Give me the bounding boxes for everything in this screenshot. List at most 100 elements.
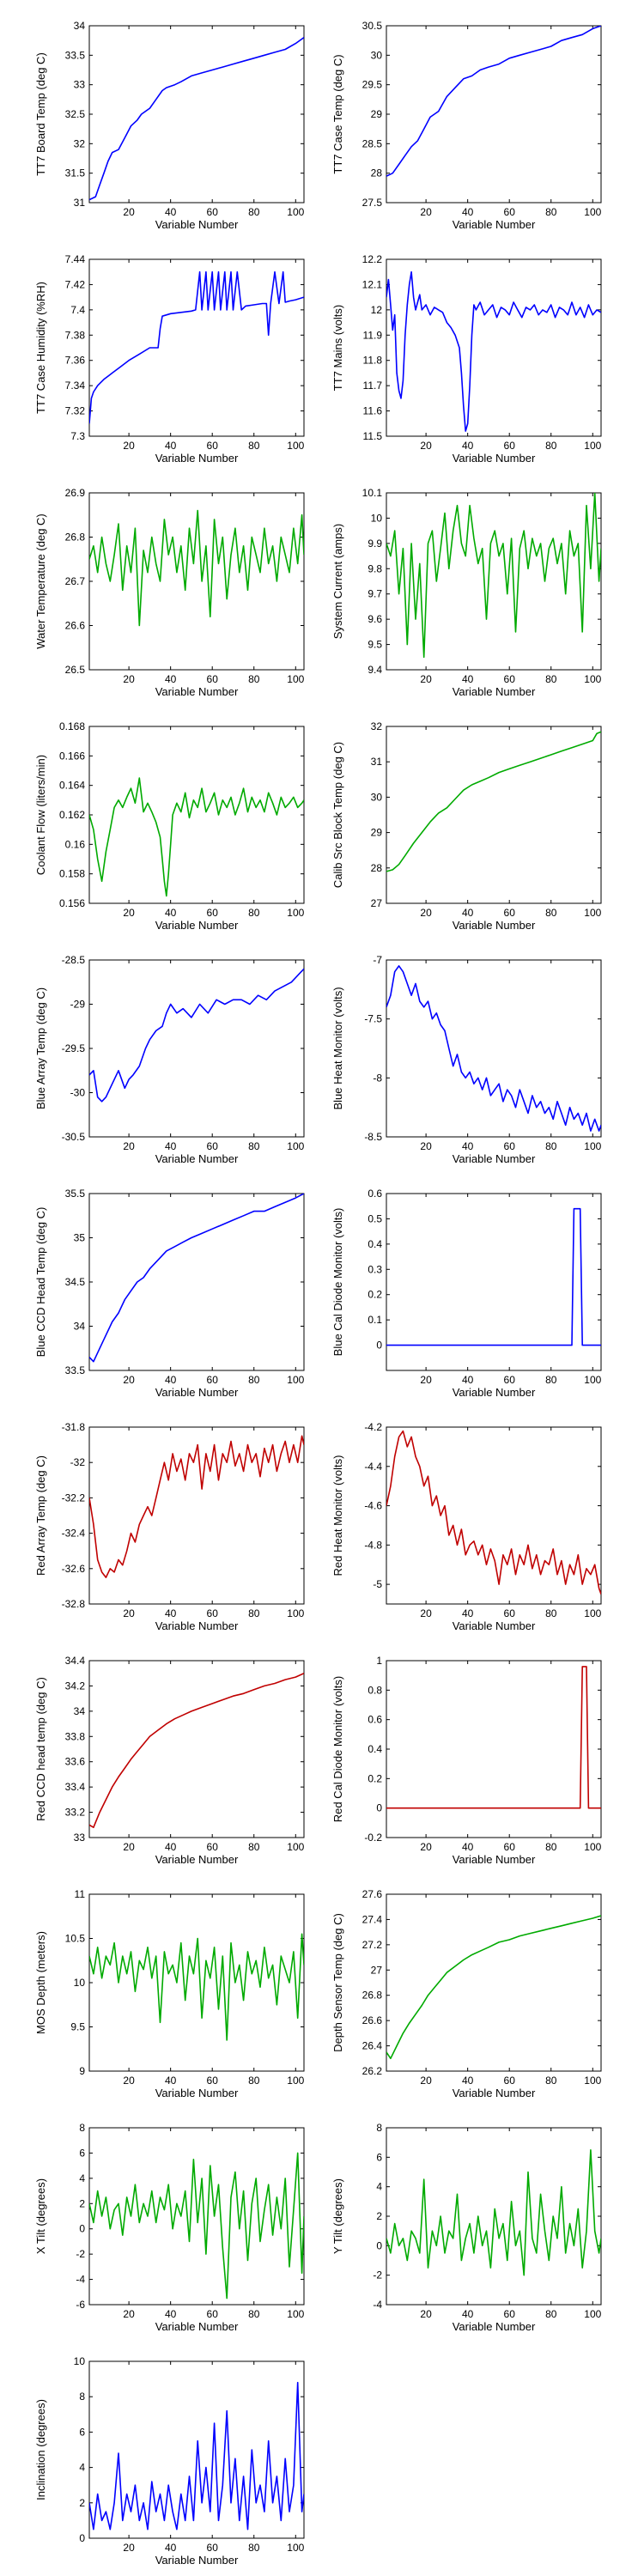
y-tick-label: 33.2	[65, 1807, 86, 1819]
x-axis-label: Variable Number	[453, 685, 536, 698]
x-axis-label: Variable Number	[155, 2554, 239, 2567]
x-tick-label: 40	[165, 2542, 177, 2554]
plot-frame	[88, 258, 305, 437]
y-tick-label: 0.6	[368, 1714, 382, 1726]
x-tick-label: 80	[545, 206, 557, 218]
y-tick-label: -8.5	[364, 1131, 382, 1143]
y-tick-label: -4.2	[364, 1421, 382, 1433]
y-tick-label: 33.5	[65, 49, 86, 61]
y-tick-label: 0.2	[368, 1772, 382, 1784]
y-tick-label: 12.1	[362, 278, 383, 290]
y-tick-label: -31.8	[62, 1421, 86, 1433]
series-line	[89, 1933, 304, 2041]
x-tick-label: 20	[123, 206, 135, 218]
y-tick-label: 0	[376, 2239, 382, 2251]
chart-panel: 20 40 60 80 100 0.156 0.158 0.16 0.162 0.164 0.166…	[34, 720, 305, 932]
x-tick-label: 20	[123, 2542, 135, 2554]
x-tick-label: 80	[248, 206, 260, 218]
x-tick-label: 80	[248, 1140, 260, 1152]
y-tick-label: 11.5	[363, 430, 383, 442]
x-tick-label: 20	[123, 2308, 135, 2320]
y-tick-label: 26.8	[65, 532, 86, 544]
x-tick-label: 80	[545, 907, 557, 919]
y-tick-label: 33.8	[65, 1730, 86, 1742]
series-line	[89, 37, 304, 201]
x-tick-label: 20	[420, 1607, 432, 1619]
y-tick-label: 34.4	[65, 1655, 86, 1667]
x-tick-label: 60	[504, 1140, 516, 1152]
x-tick-label: 100	[584, 2075, 601, 2087]
x-axis-label: Variable Number	[155, 218, 239, 231]
y-tick-label: 0.5	[368, 1212, 382, 1224]
x-tick-label: 100	[287, 1374, 304, 1386]
x-tick-label: 100	[287, 2075, 304, 2087]
y-axis-label: MOS Depth (meters)	[34, 1931, 47, 2034]
plot-frame	[88, 1193, 305, 1371]
y-axis-label: Y Tilt (degrees)	[331, 2178, 344, 2254]
y-tick-label: 0	[376, 1802, 382, 1814]
y-tick-label: 33	[74, 1832, 86, 1844]
chart-panel: 20 40 60 80 100 0 2 4 6 8 10 Variable Number Inclina…	[34, 2355, 305, 2567]
y-axis-label: System Current (amps)	[331, 524, 344, 639]
series-line	[386, 26, 601, 177]
x-tick-label: 40	[462, 2075, 474, 2087]
x-tick-label: 20	[123, 1140, 135, 1152]
series-line	[89, 777, 304, 897]
x-tick-label: 40	[462, 1140, 474, 1152]
x-tick-label: 100	[584, 907, 601, 919]
x-tick-label: 40	[165, 1140, 177, 1152]
x-axis-label: Variable Number	[453, 452, 536, 465]
y-tick-label: 0	[79, 2223, 85, 2235]
x-tick-label: 60	[504, 440, 516, 452]
x-tick-label: 100	[584, 1140, 601, 1152]
series-line	[386, 731, 601, 872]
y-tick-label: 0.1	[368, 1314, 382, 1326]
y-tick-label: 7.42	[65, 278, 86, 290]
y-tick-label: 9.5	[368, 639, 382, 651]
chart-panel: 20 40 60 80 100 -0.2 0 0.2 0.4 0.6 0.8 1 Variable Nu…	[331, 1655, 602, 1866]
chart-panel: 20 40 60 80 100 9 9.5 10 10.5 11 Variable Number MO…	[34, 1888, 305, 2099]
x-tick-label: 60	[207, 2542, 219, 2554]
y-tick-label: 7.4	[70, 304, 85, 316]
y-tick-label: 27.2	[362, 1939, 383, 1951]
y-tick-label: -32.6	[62, 1563, 86, 1575]
series-line	[89, 2381, 304, 2530]
y-axis-label: Blue CCD Head Temp (deg C)	[34, 1207, 47, 1358]
x-tick-label: 40	[462, 907, 474, 919]
y-tick-label: 11.6	[363, 405, 383, 417]
y-tick-label: -4	[373, 2299, 382, 2311]
y-axis-label: Calib Src Block Temp (deg C)	[331, 742, 344, 888]
x-tick-label: 100	[287, 907, 304, 919]
y-tick-label: 10.5	[65, 1933, 86, 1945]
x-tick-label: 100	[584, 206, 601, 218]
x-axis-label: Variable Number	[453, 2087, 536, 2099]
y-tick-label: 10	[74, 1977, 86, 1989]
y-tick-label: 0.156	[59, 897, 85, 909]
x-axis-label: Variable Number	[453, 1619, 536, 1632]
x-axis-label: Variable Number	[155, 452, 239, 465]
y-tick-label: -32.8	[62, 1598, 86, 1610]
x-tick-label: 80	[248, 2542, 260, 2554]
y-tick-label: 4	[376, 2181, 382, 2193]
x-tick-label: 20	[420, 2308, 432, 2320]
x-axis-label: Variable Number	[155, 1152, 239, 1165]
y-tick-label: -7.5	[364, 1013, 382, 1025]
y-tick-label: -30.5	[62, 1131, 86, 1143]
y-tick-label: 28	[371, 167, 383, 179]
chart-panel: 20 40 60 80 100 -6 -4 -2 0 2 4 6 8 Variable Number X T…	[34, 2122, 305, 2333]
y-tick-label: -4.8	[364, 1539, 382, 1551]
x-tick-label: 20	[123, 440, 135, 452]
x-tick-label: 80	[248, 2075, 260, 2087]
x-axis-label: Variable Number	[155, 2087, 239, 2099]
x-tick-label: 100	[584, 673, 601, 685]
x-tick-label: 60	[207, 1374, 219, 1386]
y-axis-label: TT7 Board Temp (deg C)	[34, 52, 47, 176]
x-tick-label: 100	[287, 206, 304, 218]
x-axis-label: Variable Number	[155, 1853, 239, 1866]
x-tick-label: 60	[207, 206, 219, 218]
plot-frame	[386, 492, 602, 671]
y-tick-label: 26.4	[362, 2040, 383, 2052]
x-tick-label: 20	[420, 2075, 432, 2087]
chart-panel: 20 40 60 80 100 -30.5 -30 -29.5 -29 -28.5 Variable…	[34, 954, 305, 1165]
y-tick-label: 10	[74, 2355, 86, 2367]
